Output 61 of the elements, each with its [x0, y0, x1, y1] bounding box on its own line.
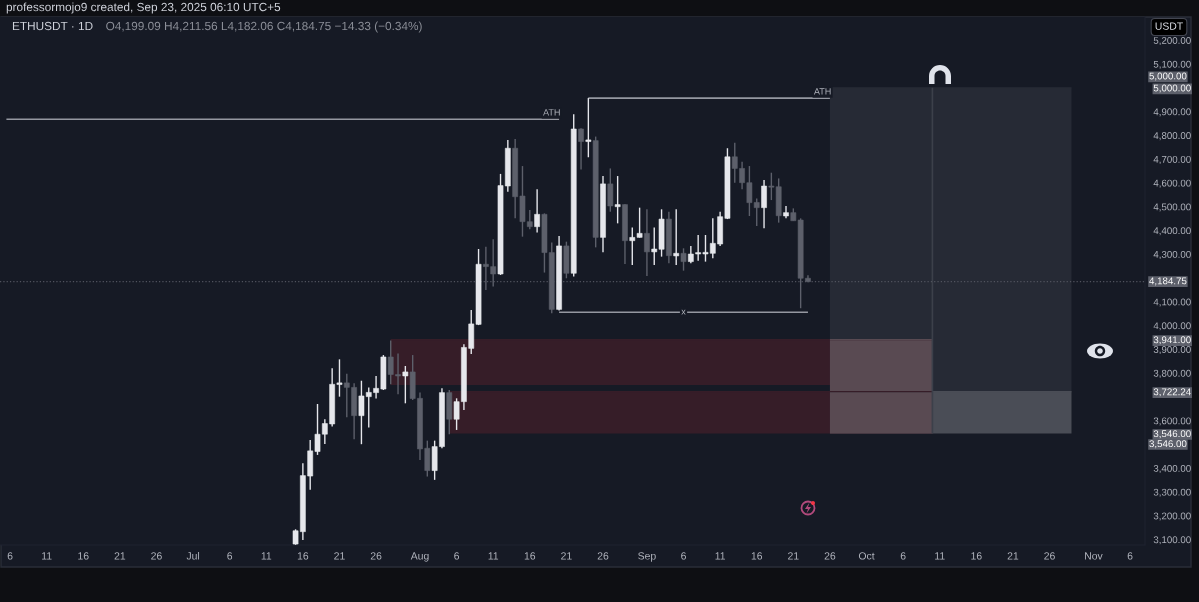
x-tick-label: 11 — [935, 552, 945, 560]
y-tick-label: 3,900.00 — [1153, 346, 1191, 355]
x-tick-label: 26 — [824, 552, 836, 560]
x-tick-label: 16 — [297, 552, 309, 560]
annotation: ATH — [813, 88, 831, 95]
x-tick-label: 21 — [561, 552, 572, 560]
y-tick-label: 4,300.00 — [1153, 250, 1191, 260]
x-tick-label: Jul — [186, 551, 200, 560]
ref-line-label: 4,184.75 — [1149, 277, 1187, 286]
x-tick-label: 21 — [788, 552, 799, 560]
x-tick-label: 6 — [1127, 552, 1133, 560]
y-tick-label: 4,100.00 — [1153, 298, 1191, 307]
y-tick-label: 3,722.24 — [1153, 388, 1191, 397]
y-tick-label: 4,600.00 — [1153, 179, 1191, 188]
x-tick-label: 16 — [78, 552, 89, 560]
x-tick-label: Nov — [1085, 552, 1103, 560]
y-tick-label: 3,400.00 — [1153, 464, 1191, 473]
y-tick-label: 3,200.00 — [1153, 512, 1191, 521]
x-tick-label: 26 — [151, 552, 162, 560]
chart-title: ETHUSDT · 1D — [12, 21, 93, 31]
x-tick-label: Sep — [638, 552, 656, 562]
x-tick-label: 26 — [370, 552, 382, 560]
x-tick-label: 6 — [681, 552, 686, 560]
x-tick-label: 16 — [971, 552, 982, 560]
x-tick-label: 6 — [227, 552, 233, 560]
y-tick-label: 4,900.00 — [1153, 108, 1191, 117]
text: professormojo9 created, Sep 23, 2025 06:10 UTC+5 — [6, 2, 281, 14]
y-axis-title: USDT — [1155, 22, 1183, 30]
y-tick-label: 3,546.00 — [1153, 430, 1191, 439]
y-tick-label: 4,700.00 — [1153, 155, 1191, 164]
x-tick-label: 11 — [42, 552, 52, 560]
y-tick-label: 5,200.00 — [1153, 37, 1191, 46]
x-tick-label: 6 — [7, 552, 13, 560]
y-tick-label: 4,000.00 — [1153, 322, 1191, 331]
annotation: x — [681, 309, 686, 315]
y-tick-label: 4,500.00 — [1153, 203, 1191, 212]
y-tick-label: 4,800.00 — [1153, 132, 1191, 141]
x-tick-label: 6 — [454, 552, 460, 560]
x-tick-label: Aug — [410, 552, 429, 562]
y-tick-label: 5,100.00 — [1153, 60, 1191, 69]
y-tick-label: 3,941.00 — [1153, 336, 1191, 345]
chart-subtitle: O4,199.09 H4,211.56 L4,182.06 C4,184.75 −14.33 (−0.34%) — [106, 21, 422, 33]
x-tick-label: 11 — [488, 552, 499, 560]
y-tick-label: 3,300.00 — [1153, 488, 1191, 497]
y-tick-label: 3,600.00 — [1153, 417, 1191, 426]
annotation: ATH — [543, 109, 560, 116]
y-tick-label: 4,400.00 — [1153, 227, 1191, 236]
x-tick-label: 16 — [751, 552, 763, 560]
y-tick-label: 5,000.00 — [1153, 84, 1191, 93]
x-tick-label: 6 — [900, 552, 906, 560]
x-tick-label: 21 — [114, 552, 126, 560]
y-tick-label: 3,100.00 — [1153, 536, 1191, 545]
x-tick-label: 11 — [261, 552, 272, 560]
x-tick-label: 16 — [524, 552, 536, 560]
x-tick-label: 21 — [1007, 552, 1019, 560]
x-tick-label: 21 — [334, 552, 345, 560]
x-tick-label: 11 — [715, 552, 726, 560]
x-tick-label: 26 — [597, 552, 609, 560]
x-tick-label: Oct — [858, 552, 875, 560]
y-tick-label: 3,800.00 — [1153, 369, 1191, 378]
x-tick-label: 26 — [1044, 552, 1055, 560]
